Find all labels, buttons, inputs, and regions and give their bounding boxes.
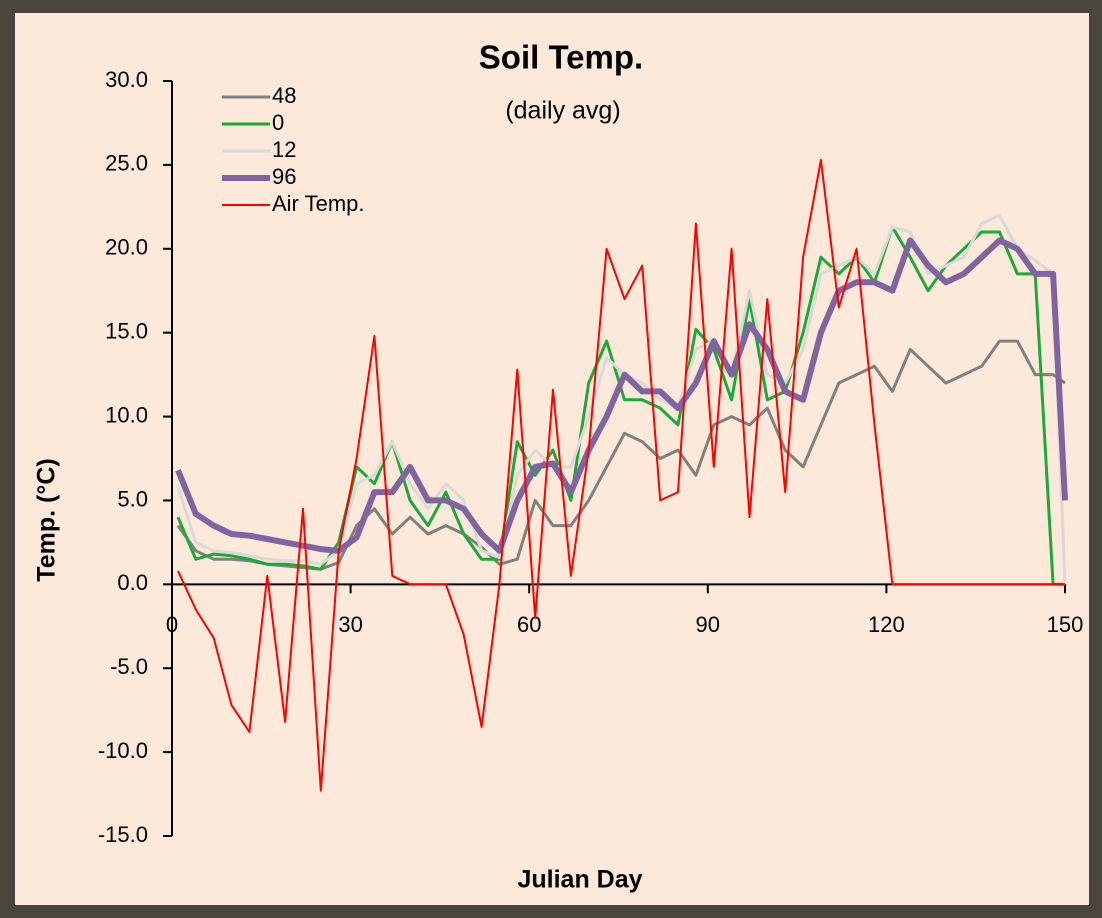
chart-area	[13, 11, 1091, 907]
y-tick-label: 15.0	[105, 318, 148, 343]
series-line	[176, 339, 1066, 571]
series-line	[175, 237, 1068, 554]
chart-title: Soil Temp.	[479, 39, 643, 76]
y-tick-label: 5.0	[117, 486, 148, 511]
x-tick-label: 0	[166, 612, 178, 637]
y-tick-label: 25.0	[105, 151, 148, 176]
y-tick-label: 30.0	[105, 67, 148, 92]
y-tick-label: -10.0	[98, 738, 148, 763]
x-tick-label: 150	[1047, 612, 1084, 637]
y-tick-label: -15.0	[98, 822, 148, 847]
y-tick-label: 20.0	[105, 235, 148, 260]
x-tick-label: 30	[338, 612, 362, 637]
x-tick-label: 120	[868, 612, 905, 637]
legend-label: 96	[272, 164, 296, 189]
series-line	[177, 158, 1065, 792]
x-axis-label: Julian Day	[517, 866, 642, 894]
legend-label: 48	[272, 83, 296, 108]
y-tick-label: 10.0	[105, 402, 148, 427]
legend-label: 12	[272, 137, 296, 162]
legend-label: 0	[272, 110, 284, 135]
y-axis-label: Temp. (°C)	[33, 458, 61, 581]
x-tick-label: 60	[517, 612, 541, 637]
legend-label: Air Temp.	[272, 191, 365, 216]
y-tick-label: 0.0	[117, 570, 148, 595]
x-tick-label: 90	[696, 612, 720, 637]
y-tick-label: -5.0	[110, 654, 148, 679]
chart-subtitle: (daily avg)	[505, 97, 620, 125]
